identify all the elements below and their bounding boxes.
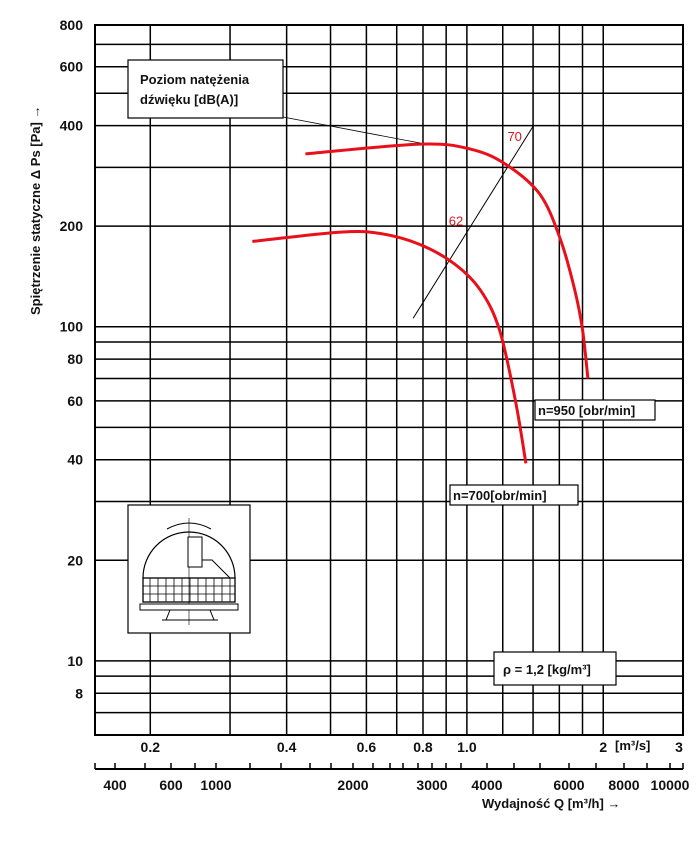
x-tick-label-m3s: 2 [599, 739, 607, 755]
plot-frame [94, 24, 684, 736]
x-tick-label-m3h: 10000 [651, 777, 690, 793]
y-tick-label: 10 [67, 653, 83, 669]
x-tick-label-m3h: 400 [103, 777, 127, 793]
series-label: n=950 [obr/min] [538, 403, 635, 418]
y-tick-label: 200 [60, 218, 84, 234]
sound-level-line [412, 126, 534, 319]
x-tick-label-m3s: 3 [675, 739, 683, 755]
sound-box-line2: dźwięku [dB(A)] [140, 92, 238, 107]
y-tick-label: 80 [67, 351, 83, 367]
series-label-box [534, 399, 656, 421]
fan-illustration [127, 504, 251, 634]
x-tick-label-m3s: 1.0 [457, 739, 477, 755]
x-tick-label-m3s: 0.4 [277, 739, 297, 755]
series-label-box [449, 484, 579, 506]
y-tick-label: 60 [67, 393, 83, 409]
series-labels: n=950 [obr/min] n=700[obr/min] [449, 399, 656, 506]
sound-level-label: 70 [507, 129, 521, 144]
sound-box-line1: Poziom natężenia [140, 72, 250, 87]
x-tick-label-m3h: 2000 [337, 777, 368, 793]
curves: 70 62 [252, 126, 590, 464]
x-axis-title: Wydajność Q [m³/h] → [482, 796, 620, 811]
series-curve-n700 [252, 229, 528, 464]
x-tick-label-m3h: 600 [159, 777, 183, 793]
x-tick-label-m3h: 4000 [471, 777, 502, 793]
sound-level-label: 62 [449, 214, 463, 229]
x-tick-label-m3h: 8000 [608, 777, 639, 793]
density-label: ρ = 1,2 [kg/m³] [503, 662, 591, 677]
x-tick-labels-m3s: 0.2 0.4 0.6 0.8 1.0 2 3 [141, 739, 684, 755]
y-tick-label: 40 [67, 452, 83, 468]
x-tick-label-m3h: 1000 [200, 777, 231, 793]
y-tick-label: 800 [60, 17, 84, 33]
y-tick-label: 20 [67, 552, 83, 568]
m3h-axis-ticks [94, 763, 684, 769]
y-tick-label: 600 [60, 59, 84, 75]
sound-level-box [127, 59, 284, 119]
x-tick-label-m3h: 3000 [416, 777, 447, 793]
x-tick-label-m3s: 0.8 [413, 739, 433, 755]
sound-box-leader [282, 116, 421, 144]
y-tick-label: 8 [75, 685, 83, 701]
series-curve-n950 [305, 142, 590, 379]
x-axis-unit-m3s: [m³/s] [615, 738, 650, 753]
x-tick-labels-m3h: 400 600 1000 2000 3000 4000 6000 8000 10000 [103, 777, 689, 793]
y-tick-label: 400 [60, 118, 84, 134]
x-tick-label-m3s: 0.2 [141, 739, 161, 755]
x-tick-label-m3h: 6000 [553, 777, 584, 793]
y-tick-label: 100 [60, 319, 84, 335]
x-tick-label-m3s: 0.6 [357, 739, 377, 755]
y-axis-title: Spiętrzenie statyczne Δ Ps [Pa] → [28, 106, 43, 315]
density-box [493, 651, 617, 686]
y-tick-labels: 800 600 400 200 100 80 60 40 20 10 8 [60, 17, 84, 701]
series-label: n=700[obr/min] [453, 488, 547, 503]
